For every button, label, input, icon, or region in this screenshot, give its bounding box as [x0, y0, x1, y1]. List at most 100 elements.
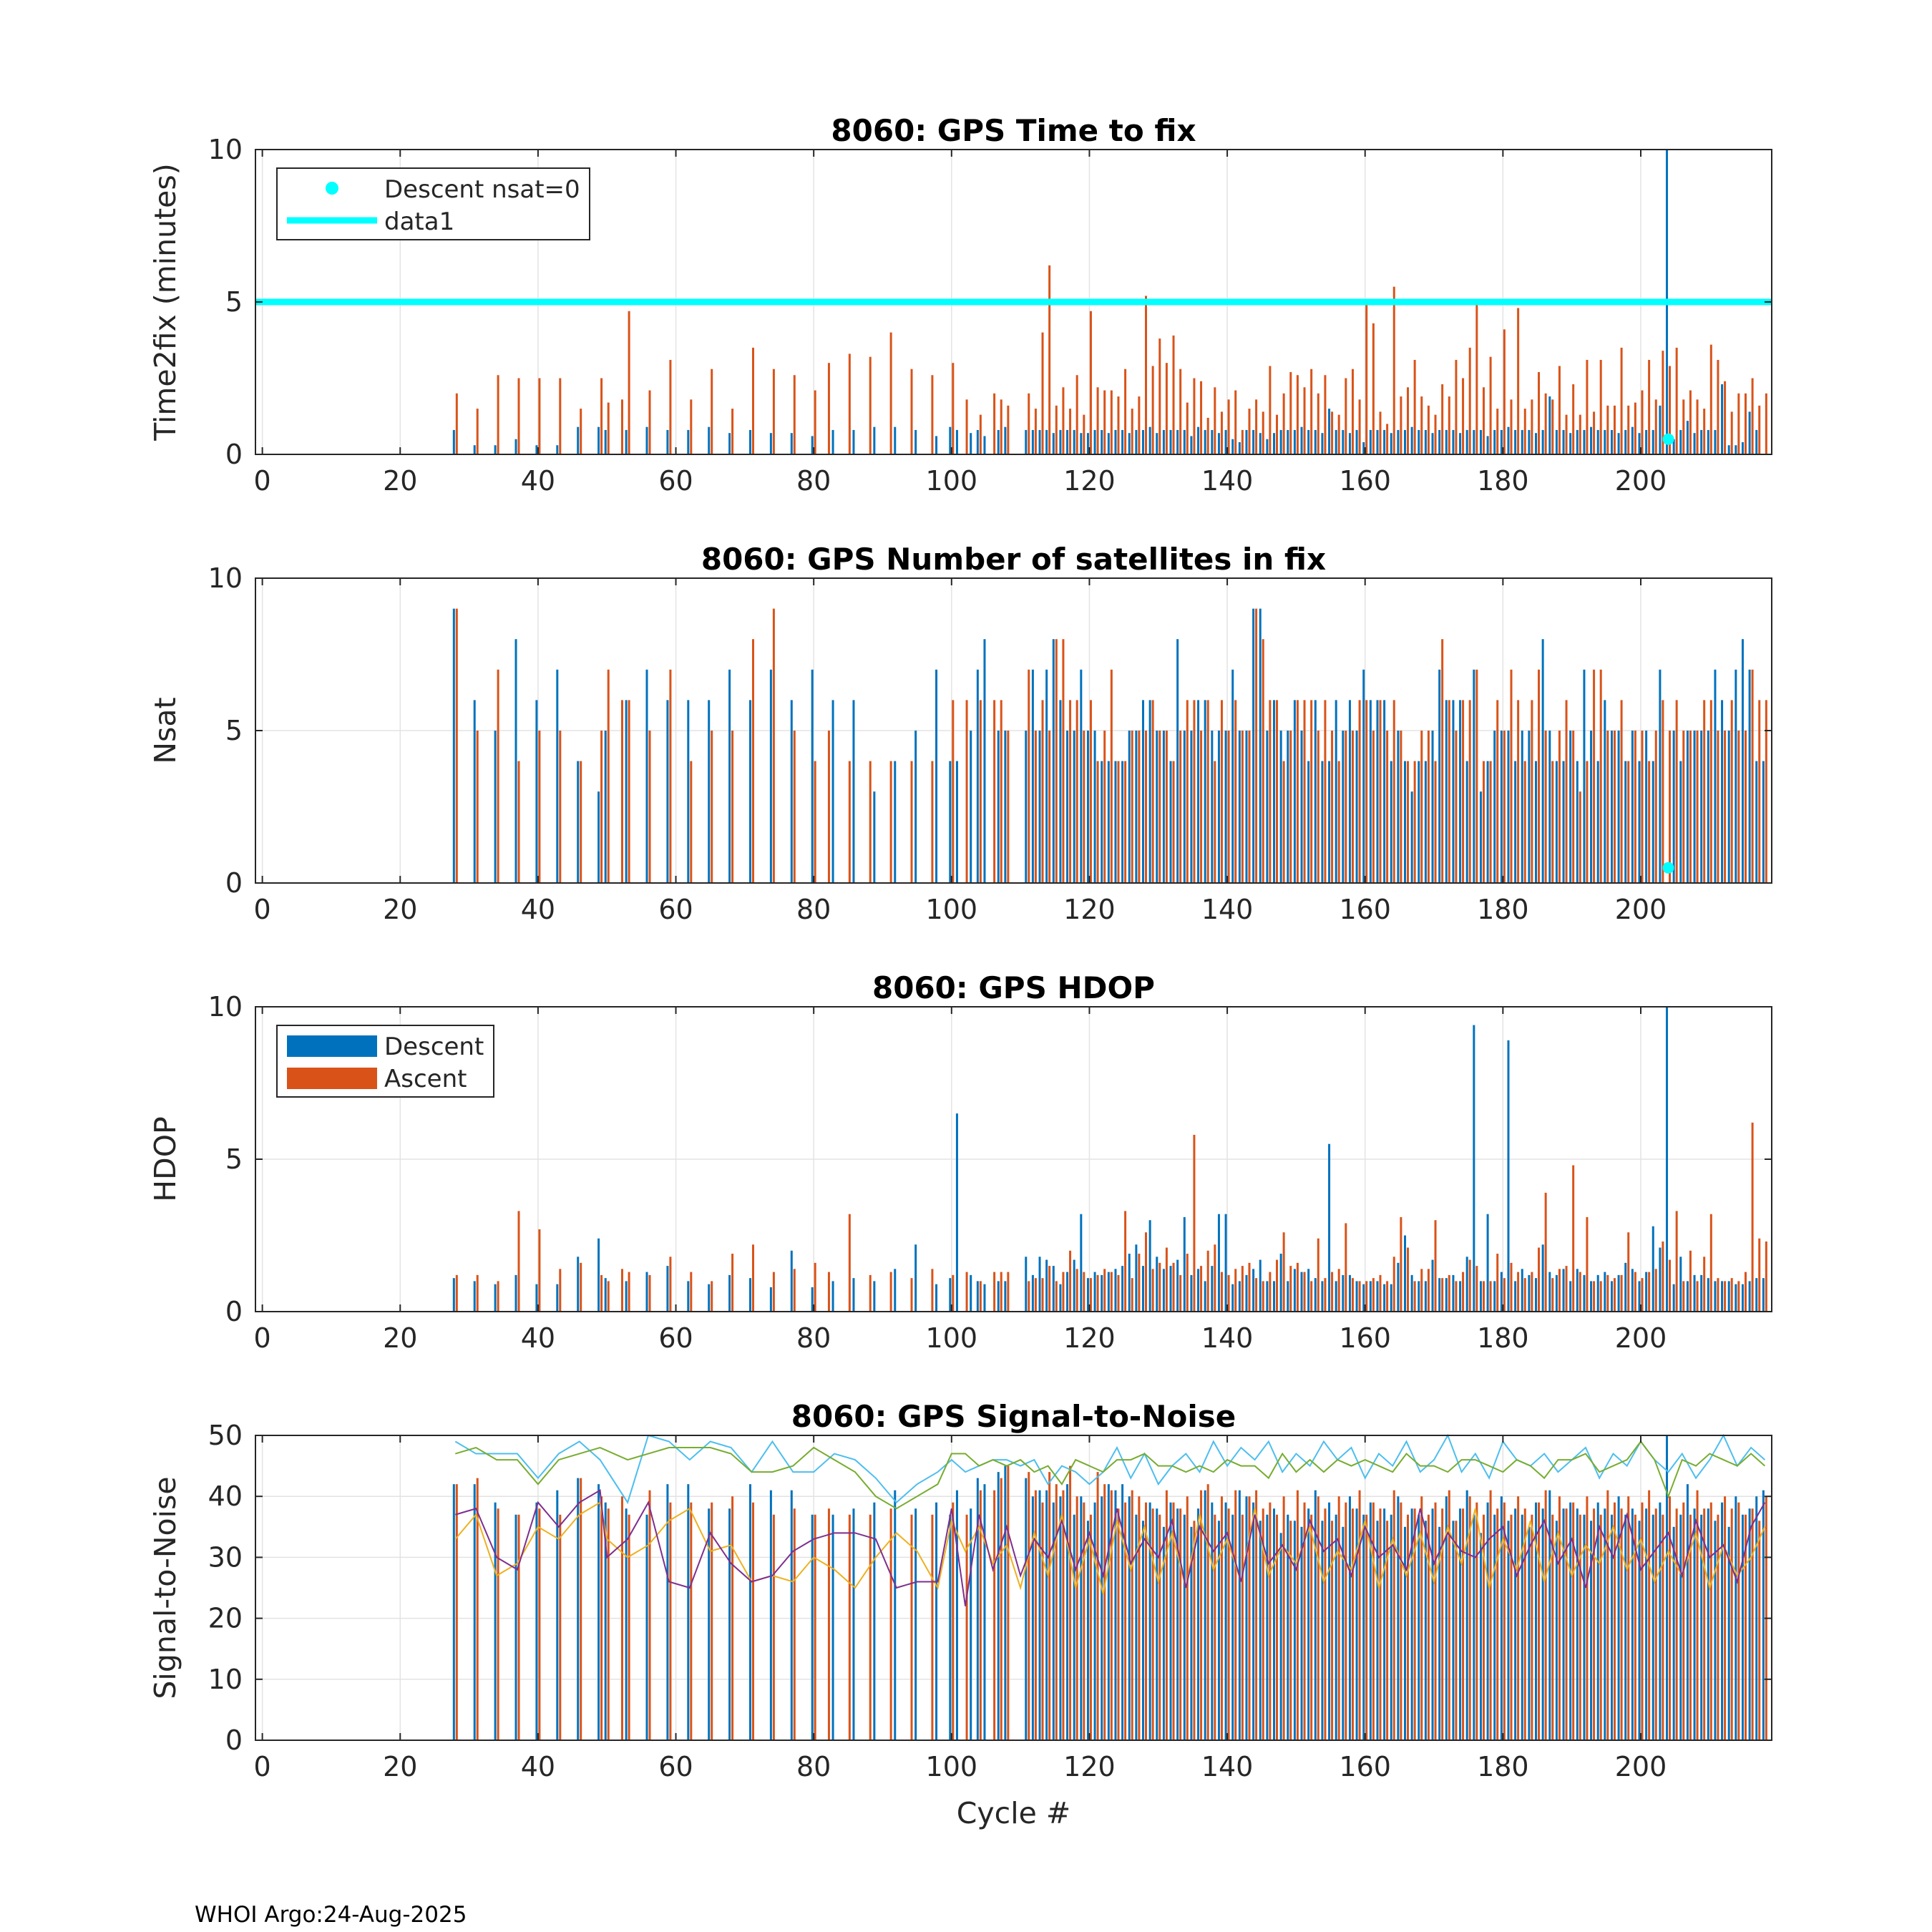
- ascent-bar: [1000, 1272, 1002, 1312]
- descent-bar: [1293, 1269, 1296, 1312]
- descent-bar: [728, 669, 731, 883]
- ascent-bar: [1255, 608, 1258, 883]
- ascent-bar: [1544, 1490, 1547, 1740]
- ascent-bar: [1669, 1496, 1672, 1740]
- ascent-bar: [1703, 700, 1706, 883]
- descent-bar: [1631, 426, 1634, 454]
- ascent-bar: [1565, 1508, 1568, 1740]
- x-tick-label: 60: [658, 1751, 693, 1782]
- descent-bar: [1645, 1272, 1648, 1312]
- ascent-bar: [1096, 761, 1099, 883]
- ascent-bar: [1503, 1502, 1506, 1740]
- ascent-bar: [1324, 700, 1327, 883]
- descent-bar: [1156, 731, 1158, 883]
- descent-bar: [1128, 1254, 1131, 1312]
- descent-bar: [1486, 436, 1489, 454]
- descent-bar: [1169, 429, 1172, 454]
- ascent-bar: [1558, 1269, 1561, 1312]
- ascent-bar: [751, 347, 754, 454]
- ascent-bar: [455, 608, 458, 883]
- ascent-bar: [1220, 700, 1223, 883]
- ascent-bar: [1427, 405, 1430, 454]
- descent-bar: [1410, 426, 1413, 454]
- descent-bar: [1659, 1247, 1662, 1312]
- ascent-bar: [620, 1496, 623, 1740]
- ascent-bar: [1255, 1490, 1258, 1740]
- descent-bar: [1093, 1272, 1096, 1312]
- ascent-bar: [1737, 1502, 1740, 1740]
- ascent-bar: [889, 332, 892, 454]
- ascent-bar: [931, 761, 934, 883]
- descent-bar: [1500, 731, 1503, 883]
- ascent-bar: [1269, 1272, 1272, 1312]
- ascent-bar: [669, 669, 672, 883]
- descent-bar: [645, 1272, 648, 1312]
- descent-bar: [1659, 669, 1662, 883]
- descent-bar: [1452, 429, 1455, 454]
- descent-bar: [1700, 731, 1703, 883]
- descent-bar: [1528, 1526, 1531, 1740]
- x-tick-label: 100: [926, 465, 978, 497]
- chart-hdop: 0 20 40 60 80 100 120 140 160 180 200 0 5 10 8060: GPS…: [148, 970, 1772, 1354]
- x-tick-label: 140: [1201, 465, 1254, 497]
- ascent-bar: [600, 378, 603, 454]
- ascent-bar: [1448, 396, 1450, 454]
- descent-bar: [1266, 1281, 1269, 1312]
- ascent-bar: [1593, 669, 1596, 883]
- ascent-bar: [1186, 402, 1189, 454]
- descent-bar: [1610, 1514, 1613, 1740]
- ascent-bar: [1075, 1269, 1078, 1312]
- ascent-bar: [1448, 700, 1450, 883]
- descent-bar: [1025, 1257, 1028, 1312]
- descent-bar: [1672, 731, 1675, 883]
- ascent-bar: [1489, 1281, 1492, 1312]
- descent-bar: [1321, 761, 1324, 883]
- ascent-bar: [1234, 390, 1237, 454]
- ascent-bar: [1696, 1281, 1699, 1312]
- ascent-bar: [1730, 411, 1733, 454]
- ascent-bar: [1337, 414, 1340, 454]
- ascent-bar: [1641, 1502, 1644, 1740]
- ascent-bar: [1510, 1262, 1513, 1312]
- descent-bar: [1266, 1514, 1269, 1740]
- y-tick-label: 10: [208, 991, 243, 1023]
- descent-bar: [1080, 669, 1083, 883]
- ascent-bar: [1586, 761, 1589, 883]
- descent-bar: [1148, 700, 1151, 883]
- ascent-bar: [1544, 731, 1547, 883]
- ascent-bar: [1531, 1272, 1533, 1312]
- descent-bar: [1348, 1496, 1351, 1740]
- x-tick-label: 0: [254, 465, 271, 497]
- ascent-bar: [1138, 396, 1141, 454]
- descent-bar: [1762, 761, 1765, 883]
- descent-bar: [1672, 439, 1675, 454]
- descent-bar: [1245, 1274, 1248, 1312]
- ascent-bar: [1214, 1514, 1216, 1740]
- descent-bar: [1101, 1274, 1103, 1312]
- ascent-bar: [1503, 1278, 1506, 1312]
- ascent-bar: [1310, 1281, 1313, 1312]
- ascent-bar: [1606, 405, 1609, 454]
- ascent-bar: [1269, 366, 1272, 454]
- ascent-bar: [1627, 761, 1630, 883]
- descent-bar: [1004, 1281, 1007, 1312]
- ascent-bar: [1407, 761, 1410, 883]
- ascent-bar: [1041, 1502, 1044, 1740]
- descent-bar: [1128, 1496, 1131, 1740]
- ascent-max-snr-line: [454, 1433, 1766, 1505]
- descent-bar: [1369, 1502, 1372, 1740]
- legend-marker-swatch: [326, 182, 338, 195]
- descent-bar: [914, 1508, 917, 1740]
- ascent-bar: [1669, 1259, 1672, 1312]
- x-tick-label: 40: [521, 1322, 555, 1354]
- ascent-bar: [669, 359, 672, 454]
- descent-bar: [1755, 429, 1758, 454]
- descent-max-snr-line: [455, 1440, 1766, 1510]
- ascent-bar: [1475, 1502, 1478, 1740]
- ascent-bar: [1276, 414, 1279, 454]
- descent-bar: [1217, 1521, 1220, 1740]
- ascent-bar: [1083, 1502, 1085, 1740]
- ascent-bar: [1158, 731, 1161, 883]
- ascent-bar: [910, 369, 913, 454]
- ascent-bar: [1220, 1272, 1223, 1312]
